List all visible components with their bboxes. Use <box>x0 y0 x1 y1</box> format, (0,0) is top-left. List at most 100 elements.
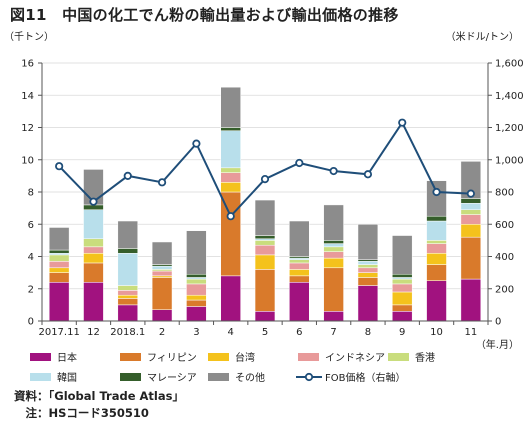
bar-segment <box>289 259 310 264</box>
bar-segment <box>220 275 241 322</box>
bar-segment <box>186 230 207 275</box>
bar-segment <box>426 180 447 217</box>
x-tick-label: 10 <box>430 327 443 338</box>
bar-segment <box>460 224 482 238</box>
x-tick-label: 4 <box>228 327 234 338</box>
right-axis-unit-label: （米ドル/トン） <box>446 30 519 43</box>
legend-swatch <box>298 353 319 361</box>
bar-segment <box>151 309 173 322</box>
bar-segment <box>151 265 173 270</box>
bar-segment <box>117 290 138 296</box>
fob-price-point <box>55 162 64 171</box>
left-tick-label: 8 <box>28 188 34 199</box>
bar-segment <box>83 253 104 264</box>
bar-segment <box>254 269 276 312</box>
fob-price-line <box>55 118 475 221</box>
bar-segment <box>117 220 138 249</box>
bar-segment <box>323 240 344 244</box>
left-tick-label: 12 <box>21 123 34 134</box>
bar-segment <box>220 182 241 193</box>
legend-label: 韓国 <box>57 372 77 384</box>
bar-segment <box>220 127 241 131</box>
fob-price-point <box>260 175 270 184</box>
x-tick-label: 5 <box>262 327 268 338</box>
bar-segment <box>186 299 207 307</box>
bar-segment <box>254 244 276 256</box>
bar-segment <box>48 282 70 322</box>
right-tick-label: 200 <box>495 284 514 295</box>
left-tick-label: 14 <box>21 91 34 102</box>
x-tick-label: 2017.11 <box>38 327 79 338</box>
bar-segment <box>151 241 173 265</box>
bar-segment <box>83 238 104 248</box>
right-tick-label: 600 <box>495 220 514 231</box>
bar-segment <box>357 267 379 273</box>
bar-segment <box>220 167 241 173</box>
bar-segment <box>254 235 276 240</box>
left-tick-label: 0 <box>28 317 34 328</box>
bar-segment <box>323 246 344 252</box>
bar-segment <box>392 311 413 322</box>
legend-swatch <box>120 353 141 361</box>
x-tick-label: 8 <box>365 327 371 338</box>
fob-price-point <box>363 170 373 179</box>
bar-segment <box>323 267 344 312</box>
x-axis-unit-label: （年.月） <box>476 338 519 351</box>
notes: 資料：「Global Trade Atlas」 注：HSコード350510 <box>14 388 184 422</box>
bar-segment <box>460 198 482 204</box>
fob-price-point <box>157 178 167 187</box>
right-tick-label: 800 <box>495 188 514 199</box>
bar-segment <box>460 236 482 280</box>
bar-segment <box>426 220 447 241</box>
left-tick-label: 2 <box>28 284 34 295</box>
bar-segment <box>83 282 104 322</box>
fob-price-point <box>466 189 475 198</box>
fob-price-point <box>192 139 201 148</box>
legend-label: 日本 <box>57 351 77 364</box>
fob-price-point <box>123 171 132 180</box>
fob-price-point <box>432 187 441 197</box>
bar-segment <box>426 253 447 265</box>
bar-segment <box>289 262 310 270</box>
bar-segment <box>117 298 138 306</box>
bar-segment <box>392 291 413 306</box>
bar-segment <box>357 264 379 269</box>
bar-segment <box>426 264 447 281</box>
left-tick-label: 6 <box>28 220 34 231</box>
right-tick-label: 0 <box>495 317 501 328</box>
legend-swatch <box>388 353 409 361</box>
bar-segment <box>117 294 138 299</box>
bar-segment <box>392 273 413 278</box>
x-tick-label: 11 <box>464 327 477 338</box>
legend-swatch <box>30 353 51 361</box>
legend-label: その他 <box>235 371 265 384</box>
x-tick-label: 9 <box>399 327 405 338</box>
bar-segment <box>460 214 482 225</box>
right-axis-ticks: 0 200 400 600 800 1,000 1,200 1,400 1,600 <box>488 59 523 328</box>
legend-label: インドネシア <box>325 352 385 364</box>
bar-segment <box>186 306 207 322</box>
bar-segment <box>460 161 482 199</box>
bar-segment <box>48 249 70 254</box>
bar-segment <box>289 275 310 283</box>
bar-segment <box>357 224 379 260</box>
bar-segment <box>426 280 447 322</box>
bar-segment <box>392 278 413 285</box>
legend-swatch <box>30 373 51 381</box>
right-tick-label: 1,600 <box>495 59 523 70</box>
bar-segment <box>151 270 173 277</box>
left-axis-unit-label: （千トン） <box>4 31 54 43</box>
legend-swatch <box>120 373 141 381</box>
bar-segment <box>151 277 173 310</box>
bar-segment <box>254 240 276 246</box>
bar-segment <box>220 86 241 128</box>
bar-segment <box>460 203 482 210</box>
bar-segment <box>323 311 344 322</box>
bar-segment <box>289 269 310 277</box>
bar-segment <box>357 272 379 278</box>
bar-segment <box>357 277 379 286</box>
bar-segment <box>357 285 379 322</box>
bar-segment <box>392 304 413 312</box>
left-axis-ticks: 0 2 4 6 8 10 12 14 16 <box>21 59 42 328</box>
